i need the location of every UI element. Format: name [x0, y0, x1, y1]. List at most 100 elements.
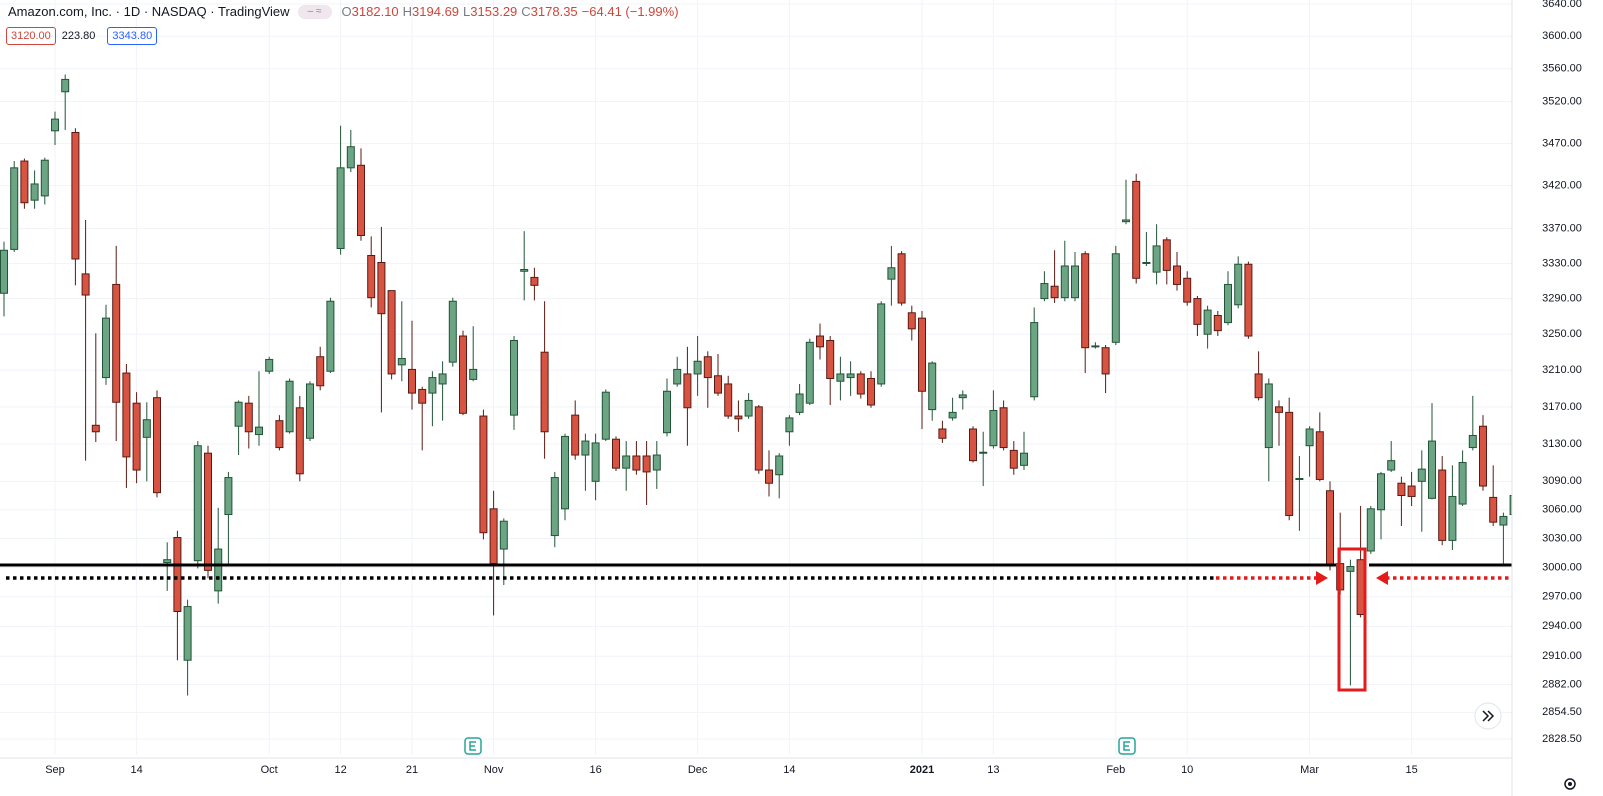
- x-tick-label: Feb: [1106, 764, 1125, 776]
- candle-body: [1275, 406, 1283, 413]
- candle-body: [153, 397, 161, 494]
- candle-body: [61, 78, 70, 93]
- candle-body: [428, 377, 437, 394]
- earnings-icon[interactable]: [464, 737, 482, 755]
- candle-body: [632, 455, 641, 471]
- candle-body: [418, 388, 427, 404]
- candle-body: [1213, 314, 1222, 332]
- indicator-pill[interactable]: – ≈: [297, 4, 332, 19]
- candle-body: [1009, 449, 1018, 469]
- candle-body: [979, 451, 988, 454]
- header: Amazon.com, Inc. · 1D · NASDAQ · Trading…: [8, 4, 679, 19]
- candle-body: [1305, 428, 1314, 447]
- candle-body: [224, 477, 233, 516]
- candle-body: [1152, 245, 1161, 273]
- y-tick-label: 3520.00: [1542, 96, 1582, 108]
- settings-icon[interactable]: [1564, 778, 1576, 790]
- candle-body: [265, 358, 274, 372]
- ohlc-legend: O3182.10 H3194.69 L3153.29 C3178.35: [342, 4, 582, 19]
- symbol-title: Amazon.com, Inc. · 1D · NASDAQ · Trading…: [8, 4, 290, 19]
- x-tick-label: 14: [783, 764, 795, 776]
- candle-body: [408, 368, 416, 394]
- candle-body: [1468, 434, 1477, 449]
- legend-key: O: [341, 4, 352, 19]
- candle-body: [612, 438, 620, 469]
- y-tick-label: 3060.00: [1542, 504, 1582, 516]
- candle-body: [510, 340, 518, 416]
- candle-body: [1030, 322, 1039, 398]
- candle-body: [295, 407, 304, 475]
- candle-body: [1183, 277, 1192, 303]
- legend-key: L: [463, 4, 471, 19]
- candle-body: [601, 391, 610, 440]
- candle-body: [530, 276, 539, 286]
- candle-body: [918, 317, 926, 392]
- candle-body: [275, 420, 284, 449]
- y-tick-label: 3250.00: [1542, 328, 1582, 340]
- x-tick-label: Mar: [1300, 764, 1319, 776]
- x-tick-label: Sep: [45, 764, 65, 776]
- candle-body: [938, 428, 947, 439]
- candle-body: [1315, 431, 1324, 480]
- candle-body: [1071, 265, 1079, 299]
- candle-body: [1122, 219, 1130, 223]
- candle-body: [591, 442, 600, 482]
- candle-body: [683, 373, 692, 409]
- candle-body: [1387, 460, 1396, 471]
- scroll-button[interactable]: [1474, 702, 1502, 730]
- candle-body: [1377, 473, 1385, 511]
- candle-body: [112, 283, 121, 403]
- candle-body: [887, 267, 896, 280]
- candle-body: [999, 407, 1008, 449]
- candle-body: [1448, 495, 1457, 541]
- candle-body: [71, 131, 80, 260]
- candle-body: [724, 383, 733, 417]
- candle-body: [581, 440, 590, 456]
- candle-body: [244, 402, 253, 433]
- candle-body: [520, 268, 529, 272]
- x-tick-label: Dec: [688, 764, 708, 776]
- legend-value: 3178.35: [530, 4, 578, 19]
- candle-body: [377, 261, 386, 315]
- candle-body: [673, 368, 682, 385]
- y-tick-label: 3600.00: [1542, 30, 1582, 42]
- candle-body: [1346, 565, 1355, 572]
- candle-body: [20, 160, 29, 204]
- candle-body: [1438, 469, 1447, 541]
- candle-body: [642, 455, 651, 473]
- y-tick-label: 2940.00: [1542, 620, 1582, 632]
- candle-body: [438, 373, 447, 385]
- candle-body: [1407, 485, 1416, 497]
- candle-body: [1366, 508, 1375, 552]
- ask-badge[interactable]: 3343.80: [107, 27, 158, 45]
- legend-value: 3153.29: [470, 4, 518, 19]
- candle-body: [122, 372, 131, 458]
- earnings-icon[interactable]: [1118, 737, 1136, 755]
- badges: 3120.00 223.80 3343.80: [6, 27, 165, 45]
- y-tick-label: 2854.50: [1542, 706, 1582, 718]
- candle-body: [102, 317, 110, 379]
- candle-body: [877, 303, 886, 385]
- candle-body: [622, 455, 631, 469]
- candle-body: [1479, 425, 1487, 487]
- x-tick-label: Nov: [484, 764, 504, 776]
- candle-body: [336, 167, 345, 250]
- y-tick-label: 3030.00: [1542, 532, 1582, 544]
- candle-body: [1203, 309, 1212, 335]
- candle-body: [1326, 490, 1334, 567]
- candle-body: [1193, 298, 1202, 325]
- candle-body: [479, 415, 488, 534]
- candle-body: [1020, 452, 1028, 466]
- candle-body: [765, 469, 773, 484]
- candle-body: [1040, 283, 1049, 300]
- candle-body: [744, 399, 753, 417]
- candle-body: [816, 335, 824, 348]
- candle-body: [173, 537, 182, 612]
- y-tick-label: 3130.00: [1542, 438, 1582, 450]
- candle-body: [1244, 263, 1253, 337]
- candle-body: [775, 455, 784, 476]
- bid-badge[interactable]: 3120.00: [6, 27, 56, 45]
- candle-body: [826, 340, 835, 379]
- candle-body: [693, 360, 702, 375]
